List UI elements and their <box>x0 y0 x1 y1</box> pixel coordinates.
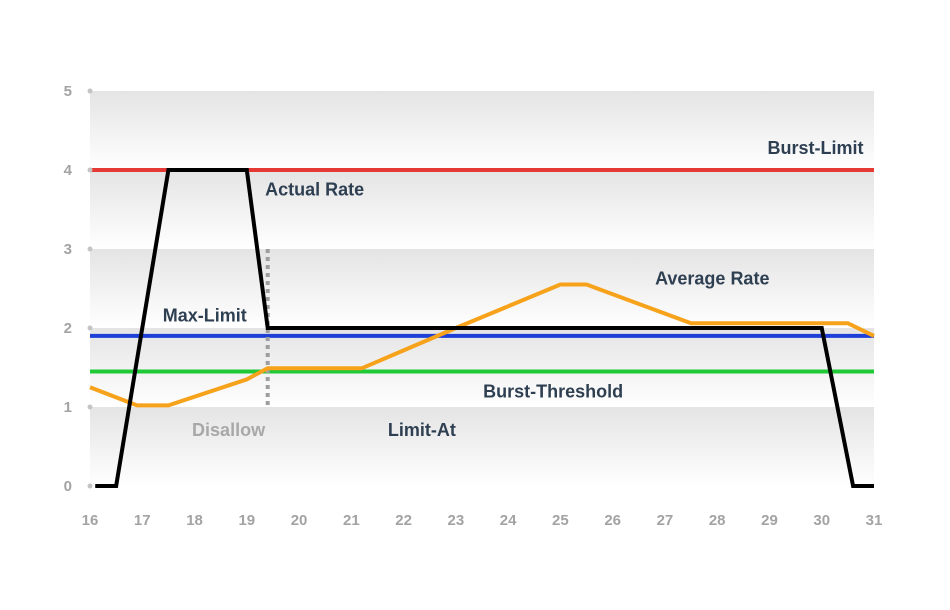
average-rate-label: Average Rate <box>655 269 769 289</box>
y-tick-label: 3 <box>64 241 72 258</box>
y-tick-label: 4 <box>64 162 73 179</box>
y-tick-label: 5 <box>64 83 72 100</box>
actual-rate-line <box>95 168 874 488</box>
x-tick-label: 28 <box>709 512 726 529</box>
x-tick-label: 17 <box>134 512 151 529</box>
y-tick-dot <box>87 404 93 410</box>
background-band <box>90 407 874 486</box>
y-axis: 0 1 2 3 4 5 <box>64 83 93 495</box>
max-limit-label: Max-Limit <box>163 306 247 326</box>
y-tick-label: 1 <box>64 399 72 416</box>
x-tick-label: 19 <box>238 512 255 529</box>
x-tick-label: 16 <box>82 512 99 529</box>
y-tick-dot <box>87 88 93 94</box>
background-band <box>90 249 874 328</box>
x-tick-label: 21 <box>343 512 360 529</box>
x-tick-label: 31 <box>866 512 883 529</box>
x-tick-label: 22 <box>395 512 412 529</box>
x-tick-label: 26 <box>604 512 621 529</box>
y-tick-label: 2 <box>64 320 72 337</box>
background-band <box>90 170 874 249</box>
x-axis: 16 17 18 19 20 21 22 23 24 25 26 27 28 29 30 31 <box>82 512 883 529</box>
x-tick-label: 30 <box>813 512 830 529</box>
annotations: Burst-Limit Actual Rate Average Rate Max-Li… <box>163 138 864 440</box>
x-tick-label: 23 <box>448 512 465 529</box>
x-tick-label: 25 <box>552 512 569 529</box>
average-rate-line <box>89 282 875 408</box>
x-tick-label: 20 <box>291 512 308 529</box>
background-bands <box>90 91 874 486</box>
x-tick-label: 24 <box>500 512 517 529</box>
background-band <box>90 91 874 170</box>
y-tick-dot <box>87 167 93 173</box>
background-band <box>90 328 874 407</box>
y-tick-dot <box>87 246 93 252</box>
actual-rate-label: Actual Rate <box>265 179 364 199</box>
x-tick-label: 29 <box>761 512 778 529</box>
series-lines <box>89 168 875 488</box>
limit-at-label: Limit-At <box>388 420 456 440</box>
y-tick-dot <box>87 325 93 331</box>
x-tick-label: 18 <box>186 512 203 529</box>
y-tick-label: 0 <box>64 478 72 495</box>
y-tick-dot <box>87 483 93 489</box>
burst-limit-label: Burst-Limit <box>768 138 864 158</box>
disallow-label: Disallow <box>192 420 266 440</box>
burst-threshold-label: Burst-Threshold <box>483 382 623 402</box>
x-tick-label: 27 <box>657 512 674 529</box>
